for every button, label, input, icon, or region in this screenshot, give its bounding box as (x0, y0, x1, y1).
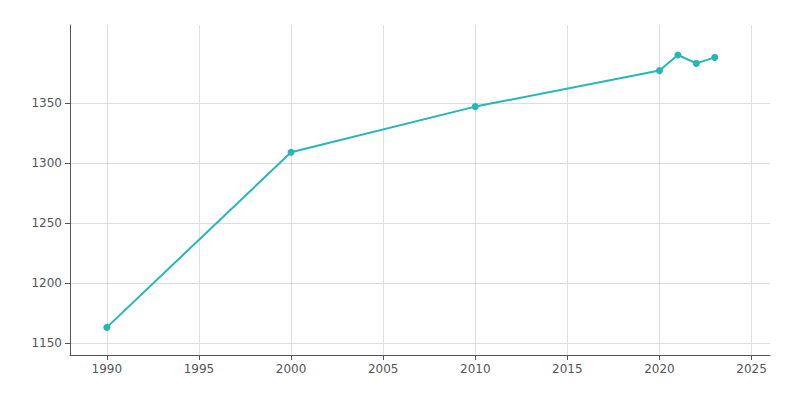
svg-text:1990: 1990 (92, 362, 123, 376)
svg-text:1150: 1150 (31, 336, 62, 350)
svg-text:1350: 1350 (31, 96, 62, 110)
svg-text:2000: 2000 (276, 362, 307, 376)
svg-text:1250: 1250 (31, 216, 62, 230)
svg-text:2015: 2015 (552, 362, 583, 376)
svg-text:1995: 1995 (184, 362, 215, 376)
svg-text:2020: 2020 (644, 362, 675, 376)
svg-text:2025: 2025 (736, 362, 767, 376)
svg-text:2005: 2005 (368, 362, 399, 376)
svg-text:2010: 2010 (460, 362, 491, 376)
svg-text:1200: 1200 (31, 276, 62, 290)
svg-text:1300: 1300 (31, 156, 62, 170)
